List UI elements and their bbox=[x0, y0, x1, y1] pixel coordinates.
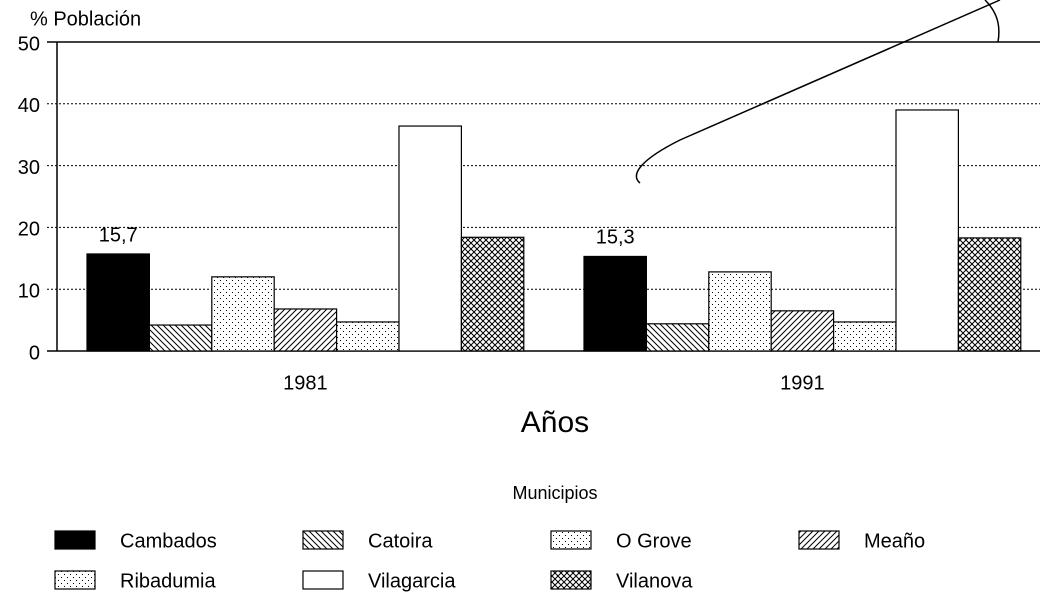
y-tick-label: 10 bbox=[18, 280, 40, 302]
bar bbox=[398, 125, 463, 352]
legend-label: Catoira bbox=[368, 530, 433, 552]
bar bbox=[86, 253, 151, 352]
bar bbox=[211, 276, 275, 352]
bar bbox=[148, 324, 213, 352]
y-tick-label: 30 bbox=[18, 157, 40, 179]
bar bbox=[645, 323, 710, 352]
legend-swatch bbox=[302, 570, 344, 590]
legend-label: Vilagarcia bbox=[368, 570, 456, 592]
bar bbox=[708, 271, 772, 352]
legend-swatch bbox=[798, 530, 840, 550]
y-axis-title: % Población bbox=[30, 8, 141, 30]
legend-label: O Grove bbox=[616, 530, 692, 552]
bar bbox=[957, 237, 1022, 352]
legend-label: Vilanova bbox=[616, 570, 693, 592]
legend-title: Municipios bbox=[512, 483, 597, 503]
bar bbox=[770, 310, 835, 352]
bar bbox=[273, 308, 338, 352]
x-axis-title: Años bbox=[521, 406, 589, 439]
legend-swatch bbox=[550, 530, 592, 550]
y-tick-label: 20 bbox=[18, 219, 40, 241]
legend-label: Meaño bbox=[864, 530, 925, 552]
y-tick-label: 50 bbox=[18, 33, 40, 55]
bar bbox=[460, 236, 525, 352]
legend-label: Cambados bbox=[120, 530, 217, 552]
legend-swatch bbox=[302, 530, 344, 550]
y-tick-label: 40 bbox=[18, 95, 40, 117]
data-label: 15,3 bbox=[596, 227, 635, 249]
y-tick-label: 0 bbox=[29, 342, 40, 364]
bar bbox=[583, 255, 648, 352]
bar bbox=[336, 321, 400, 352]
bar bbox=[832, 321, 897, 352]
x-tick-label: 1981 bbox=[283, 372, 328, 394]
legend-label: Ribadumia bbox=[120, 570, 216, 592]
data-label: 15,7 bbox=[99, 224, 138, 246]
bar bbox=[895, 109, 960, 352]
legend-swatch bbox=[54, 530, 96, 550]
legend-swatch bbox=[550, 570, 592, 590]
annotation-stroke bbox=[635, 0, 1001, 184]
legend-swatch bbox=[54, 570, 96, 590]
x-tick-label: 1991 bbox=[780, 372, 825, 394]
